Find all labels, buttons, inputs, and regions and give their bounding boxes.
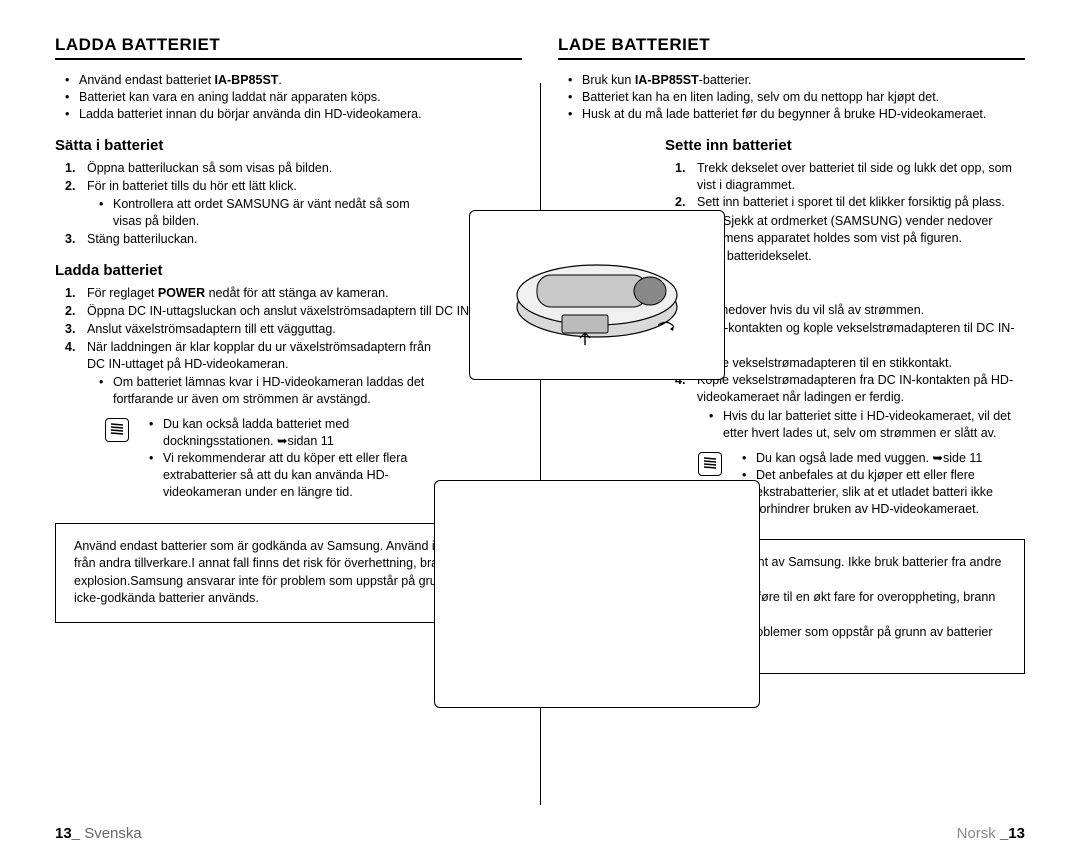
step: Lukk batteridekselet.	[697, 248, 1025, 265]
substep: Hvis du lar batteriet sitte i HD-videoka…	[709, 408, 1025, 442]
substep: Om batteriet lämnas kvar i HD-videokamer…	[99, 374, 447, 408]
intro-right: Bruk kun IA-BP85ST-batterier. Batteriet …	[558, 72, 1025, 123]
note-icon	[105, 418, 129, 442]
intro-item: Ladda batteriet innan du börjar använda …	[65, 106, 522, 123]
step: För reglaget POWER nedåt för att stänga …	[87, 285, 522, 302]
step: Öppna batteriluckan så som visas på bild…	[87, 160, 415, 177]
step: När laddningen är klar kopplar du ur väx…	[87, 339, 447, 409]
lang-right: Norsk	[957, 825, 996, 842]
note-item: Vi rekommenderar att du köper ett eller …	[149, 450, 439, 501]
intro-item: Bruk kun IA-BP85ST-batterier.	[568, 72, 1025, 89]
step: För in batteriet tills du hör ett lätt k…	[87, 178, 415, 231]
page-number-right: _13	[1000, 825, 1025, 842]
intro-item: Batteriet kan vara en aning laddat när a…	[65, 89, 522, 106]
step: Stäng batteriluckan.	[87, 231, 415, 248]
substep: Kontrollera att ordet SAMSUNG är vänt ne…	[99, 196, 415, 230]
figure-insert-battery	[469, 210, 725, 380]
note-item: Du kan også lade med vuggen. ➥side 11	[742, 450, 1002, 467]
step: Anslut växelströmsadaptern till ett vägg…	[87, 321, 522, 338]
heading-left: LADDA BATTERIET	[55, 35, 522, 60]
page-footer: 13_ Svenska Norsk _13	[55, 825, 1025, 842]
note-icon	[698, 452, 722, 476]
subheading-charge-left: Ladda batteriet	[55, 262, 522, 279]
step: Kople vekselstrømadapteren fra DC IN-kon…	[697, 372, 1025, 442]
intro-item: Batteriet kan ha en liten lading, selv o…	[568, 89, 1025, 106]
intro-item: Husk at du må lade batteriet før du begy…	[568, 106, 1025, 123]
intro-item: Använd endast batteriet IA-BP85ST.	[65, 72, 522, 89]
step: Öppna DC IN-uttagsluckan och anslut växe…	[87, 303, 522, 320]
heading-right: LADE BATTERIET	[558, 35, 1025, 60]
lang-left: Svenska	[84, 825, 142, 842]
charge-steps-left: 1.För reglaget POWER nedåt för att stäng…	[55, 285, 522, 408]
subheading-insert-right: Sette inn batteriet	[665, 137, 1025, 154]
step: Sett inn batteriet i sporet til det klik…	[697, 194, 1025, 247]
figure-charge-battery	[434, 480, 760, 708]
note-item: Det anbefales at du kjøper ett eller fle…	[742, 467, 1002, 518]
step: Trekk dekselet over batteriet til side o…	[697, 160, 1025, 194]
page-number-left: 13_	[55, 825, 80, 842]
insert-steps-left: 1.Öppna batteriluckan så som visas på bi…	[55, 160, 415, 248]
subheading-insert-left: Sätta i batteriet	[55, 137, 415, 154]
step: Koble vekselstrømadapteren til en stikko…	[697, 355, 1025, 372]
intro-left: Använd endast batteriet IA-BP85ST. Batte…	[55, 72, 522, 123]
substep: Sjekk at ordmerket (SAMSUNG) vender nedo…	[709, 213, 1025, 247]
note-item: Du kan också ladda batteriet med docknin…	[149, 416, 439, 450]
